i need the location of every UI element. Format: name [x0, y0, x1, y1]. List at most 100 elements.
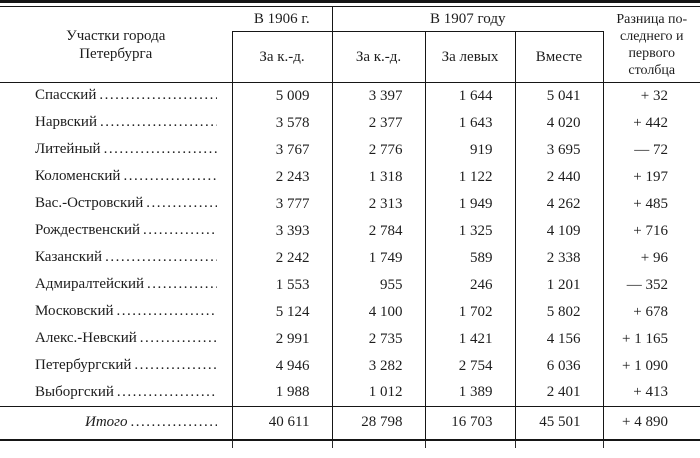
district-name: Адмиралтейский — [35, 276, 144, 292]
district-name: Коломенский — [35, 168, 121, 184]
difference-value: + 1 165 — [602, 325, 700, 353]
district-name: Литейный — [35, 141, 101, 157]
kd-1907-value: 3 397 — [331, 82, 425, 110]
district-name: Выборгский — [35, 383, 114, 400]
district-cell: Нарвский — [0, 110, 232, 137]
dot-leader — [100, 114, 217, 132]
dot-leader — [131, 414, 217, 432]
kd-1906-value: 5 009 — [231, 82, 332, 110]
difference-value: + 485 — [602, 190, 700, 218]
district-cell: Коломенский — [0, 164, 232, 191]
table-row: Литейный 3 767 2 776 919 3 695 — 72 — [0, 136, 700, 164]
together-1907-value: 4 262 — [514, 190, 603, 218]
dot-leader — [117, 384, 217, 402]
district-cell: Литейный — [0, 137, 232, 164]
difference-value: — 352 — [602, 271, 700, 299]
kd-1907-value: 2 776 — [331, 136, 425, 164]
table-row: Выборгский 1 988 1 012 1 389 2 401 + 413 — [0, 379, 700, 407]
district-cell: Адмиралтейский — [0, 272, 232, 299]
left-1907-value: 1 421 — [424, 325, 515, 353]
district-name: Казанский — [35, 249, 103, 265]
left-1907-value: 1 389 — [424, 379, 515, 407]
left-1907-value: 246 — [424, 271, 515, 299]
difference-value: + 1 090 — [602, 352, 700, 380]
together-1907-value: 1 201 — [514, 271, 603, 299]
left-1907-value: 919 — [424, 136, 515, 164]
together-1907-value: 4 109 — [514, 217, 603, 245]
difference-value: + 197 — [602, 163, 700, 191]
dot-leader — [105, 249, 216, 267]
kd-1907-value: 2 784 — [331, 217, 425, 245]
total-row: Итого 40 611 28 798 16 703 45 501 + 4 89… — [0, 406, 700, 440]
dot-leader — [104, 141, 217, 159]
table-body: Спасский 5 009 3 397 1 644 5 041 + 32 На… — [0, 82, 700, 440]
together-1907-value: 5 041 — [514, 82, 603, 110]
table-row: Рождественский 3 393 2 784 1 325 4 109 +… — [0, 217, 700, 245]
together-1907-value: 3 695 — [514, 136, 603, 164]
district-cell: Выборгский — [0, 380, 232, 407]
kd-1907-value: 2 735 — [331, 325, 425, 353]
left-1907-value: 1 949 — [424, 190, 515, 218]
difference-value: + 413 — [602, 379, 700, 407]
total-together-1907: 45 501 — [514, 406, 603, 440]
bleed-segment — [515, 440, 603, 448]
column-header-1907-together: Вместе — [514, 31, 604, 83]
difference-value: + 678 — [602, 298, 700, 326]
dot-leader — [134, 357, 216, 375]
table-row: Вас.-Островский 3 777 2 313 1 949 4 262 … — [0, 190, 700, 218]
dot-leader — [147, 276, 217, 294]
kd-1906-value: 1 553 — [231, 271, 332, 299]
district-cell: Петербургский — [0, 353, 232, 380]
top-rule-gap — [0, 3, 700, 6]
total-label: Итого — [85, 413, 128, 430]
table-row: Петербургский 4 946 3 282 2 754 6 036 + … — [0, 352, 700, 380]
difference-value: — 72 — [602, 136, 700, 164]
column-header-1907-kd: За к.-д. — [331, 31, 425, 83]
together-1907-value: 4 020 — [514, 109, 603, 137]
district-name: Нарвский — [35, 114, 97, 130]
table-row: Адмиралтейский 1 553 955 246 1 201 — 352 — [0, 271, 700, 299]
district-cell: Московский — [0, 299, 232, 326]
table-row: Московский 5 124 4 100 1 702 5 802 + 678 — [0, 298, 700, 326]
left-1907-value: 1 122 — [424, 163, 515, 191]
dot-leader — [117, 303, 217, 321]
total-kd-1907: 28 798 — [331, 406, 425, 440]
column-header-1906-kd: За к.-д. — [231, 31, 332, 83]
together-1907-value: 2 440 — [514, 163, 603, 191]
kd-1906-value: 5 124 — [231, 298, 332, 326]
column-header-districts: Участки города Петербурга — [0, 6, 232, 83]
kd-1907-value: 1 012 — [331, 379, 425, 407]
together-1907-value: 2 401 — [514, 379, 603, 407]
difference-value: + 96 — [602, 244, 700, 272]
together-1907-value: 2 338 — [514, 244, 603, 272]
district-name: Московский — [35, 303, 114, 319]
table-row: Коломенский 2 243 1 318 1 122 2 440 + 19… — [0, 163, 700, 191]
kd-1907-value: 4 100 — [331, 298, 425, 326]
column-header-1907-left: За левых — [424, 31, 515, 83]
total-left-1907: 16 703 — [424, 406, 515, 440]
difference-header-text: Разница по-следнего и первого столбца — [616, 11, 688, 78]
column-group-1906: В 1906 г. — [232, 6, 333, 32]
dot-leader — [123, 168, 216, 186]
table-row: Алекс.-Невский 2 991 2 735 1 421 4 156 +… — [0, 325, 700, 353]
district-name: Вас.-Островский — [35, 195, 144, 211]
election-results-table: Участки города Петербурга В 1906 г. В 19… — [0, 6, 700, 441]
kd-1907-value: 2 377 — [331, 109, 425, 137]
table-row: Спасский 5 009 3 397 1 644 5 041 + 32 — [0, 82, 700, 110]
together-1907-value: 6 036 — [514, 352, 603, 380]
kd-1906-value: 2 242 — [231, 244, 332, 272]
dot-leader — [143, 222, 216, 240]
bleed-segment — [332, 440, 425, 448]
total-difference: + 4 890 — [602, 406, 700, 440]
district-name: Спасский — [35, 87, 97, 104]
difference-value: + 32 — [602, 82, 700, 110]
left-1907-value: 1 702 — [424, 298, 515, 326]
left-1907-value: 589 — [424, 244, 515, 272]
column-group-1907: В 1907 году — [332, 6, 603, 32]
column-header-difference: Разница по-следнего и первого столбца — [603, 6, 700, 83]
district-cell: Алекс.-Невский — [0, 326, 232, 353]
left-1907-value: 1 644 — [424, 82, 515, 110]
kd-1906-value: 1 988 — [231, 379, 332, 407]
bleed-segment — [0, 441, 232, 448]
bleed-segment — [232, 440, 332, 448]
